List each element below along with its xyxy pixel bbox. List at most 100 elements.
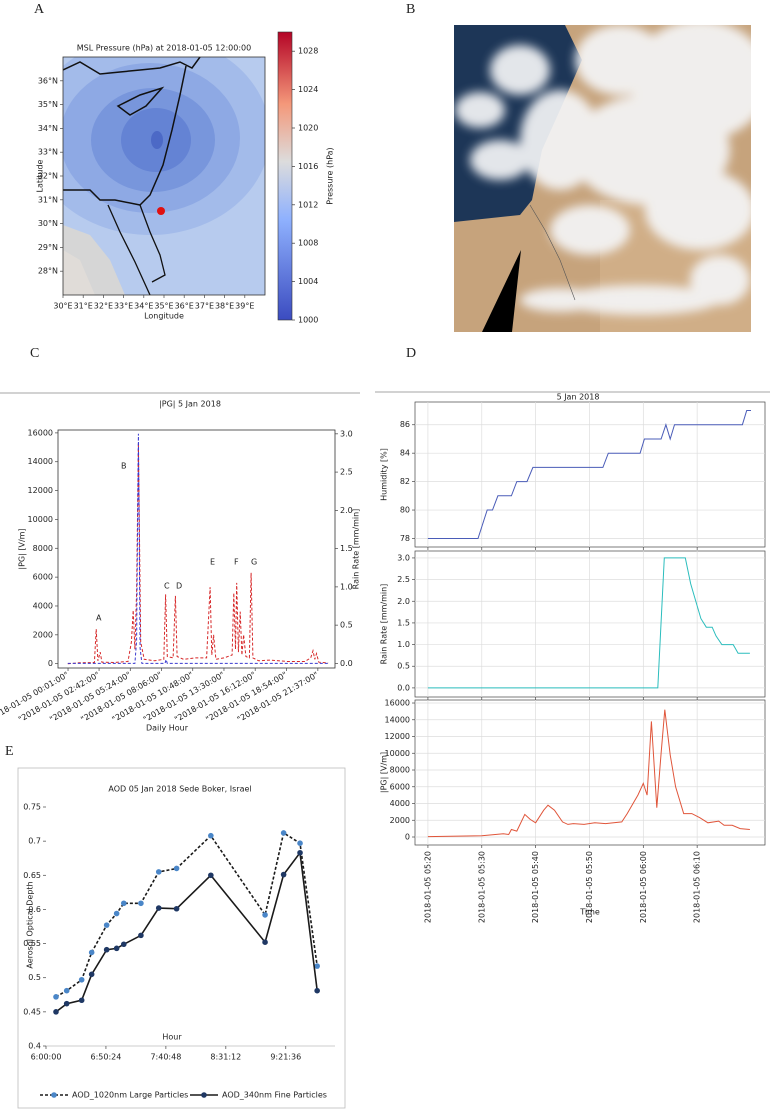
y-tick-label: 0.5: [340, 621, 353, 630]
y-tick-label: 2.0: [397, 597, 410, 606]
y-tick-label: 82: [400, 477, 410, 486]
series-line: [427, 410, 751, 539]
y-tick-label: 36°N: [38, 76, 58, 85]
chart-title: |PG| 5 Jan 2018: [159, 400, 221, 409]
y-tick-label: 0.7: [28, 837, 41, 846]
colorbar-tick-label: 1028: [298, 47, 318, 56]
y-tick-label: 0.45: [23, 1007, 41, 1016]
data-point: [155, 869, 162, 875]
y-tick-label: 14000: [385, 715, 410, 724]
y-tick-label: 6000: [390, 782, 410, 791]
x-tick-label: 35°E: [154, 302, 173, 311]
annotation: C: [164, 582, 170, 591]
y-tick-label: 2.0: [340, 506, 353, 515]
data-point: [138, 932, 144, 939]
data-point: [280, 830, 287, 836]
colorbar-tick-label: 1024: [298, 85, 318, 94]
x-tick-label: 2018-01-05 05:20: [423, 851, 432, 923]
y-tick-label: 12000: [385, 732, 410, 741]
plot-frame: [414, 550, 766, 698]
annotation: E: [210, 558, 215, 567]
x-tick-label: 33°E: [114, 302, 133, 311]
y-tick-label: 29°N: [38, 243, 58, 252]
y-tick-label: 6000: [33, 573, 53, 582]
y-tick-label: 28°N: [38, 267, 58, 276]
data-point: [78, 976, 85, 983]
x-axis-label: Longitude: [144, 312, 184, 321]
data-point: [155, 905, 162, 911]
y-axis-label: Latitude: [36, 159, 45, 192]
series-line: [427, 709, 750, 838]
x-tick-label: 2018-01-05 05:50: [585, 851, 594, 923]
y-tick-label: 4000: [390, 799, 410, 808]
series-line: [55, 850, 318, 1013]
y-tick-label: 0: [48, 659, 53, 668]
y-tick-label: 0.5: [28, 973, 41, 982]
y-tick-label: 0.0: [340, 659, 353, 668]
plot-frame: [57, 429, 336, 669]
annotation: A: [96, 614, 102, 623]
y-tick-label: 0.75: [23, 803, 41, 812]
colorbar-tick-label: 1012: [298, 200, 318, 209]
data-point: [63, 987, 70, 994]
legend-marker: [51, 1092, 57, 1098]
y-tick-label: 1.5: [340, 544, 353, 553]
data-point: [88, 971, 95, 978]
x-tick-label: 6:00:00: [31, 1053, 62, 1062]
y-axis-label: Rain Rate [mm/min]: [380, 584, 389, 665]
panel-label: B: [406, 2, 415, 17]
y2-axis-label: Rain Rate [mm/min]: [352, 509, 361, 590]
y-axis-label: |PG| [V/m]: [18, 528, 27, 569]
y-tick-label: 32°N: [38, 172, 58, 181]
y-tick-label: 0.55: [23, 939, 41, 948]
panel-label: E: [5, 744, 14, 759]
annotation: D: [176, 582, 182, 591]
x-axis-label: Hour: [162, 1033, 182, 1042]
x-tick-label: 37°E: [195, 302, 214, 311]
y-tick-label: 80: [400, 506, 410, 515]
y-tick-label: 0.65: [23, 871, 41, 880]
panel-label: D: [406, 346, 416, 361]
chart-border: [17, 767, 346, 1109]
y-tick-label: 34°N: [38, 124, 58, 133]
y-tick-label: 31°N: [38, 195, 58, 204]
x-tick-label: 31°E: [74, 302, 93, 311]
annotation: F: [234, 558, 239, 567]
plot-frame: [414, 401, 766, 548]
y-tick-label: 84: [400, 449, 410, 458]
x-tick-label: 7:40:48: [150, 1053, 181, 1062]
data-point: [88, 949, 95, 956]
x-tick-label: 38°E: [215, 302, 234, 311]
series-line: [67, 433, 329, 664]
colorbar-tick-label: 1016: [298, 162, 318, 171]
y-tick-label: 0.5: [397, 662, 410, 671]
y-tick-label: 78: [400, 534, 410, 543]
satellite-image: [454, 25, 751, 332]
data-point: [138, 900, 144, 907]
y-tick-label: 0.4: [28, 1042, 41, 1051]
y-tick-label: 2.5: [340, 468, 353, 477]
y-tick-label: 8000: [33, 544, 53, 553]
data-point: [120, 900, 127, 907]
data-point: [208, 872, 214, 879]
map-body: [63, 57, 265, 295]
data-point: [262, 939, 268, 946]
data-point: [297, 849, 303, 856]
panel-label: A: [34, 2, 45, 17]
data-point: [113, 910, 120, 917]
chart-title: MSL Pressure (hPa) at 2018-01-05 12:00:0…: [77, 44, 251, 53]
x-tick-label: 32°E: [94, 302, 113, 311]
y-tick-label: 3.0: [397, 553, 410, 562]
annotation: B: [121, 462, 127, 471]
y-tick-label: 35°N: [38, 100, 58, 109]
data-point: [173, 865, 180, 872]
y-tick-label: 0.6: [28, 905, 41, 914]
y-tick-label: 8000: [390, 766, 410, 775]
colorbar: [277, 31, 293, 321]
data-point: [103, 922, 110, 928]
y-tick-label: 0: [405, 833, 410, 842]
y-tick-label: 3.0: [340, 429, 353, 438]
y-tick-label: 1.0: [397, 640, 410, 649]
chart-title: AOD 05 Jan 2018 Sede Boker, Israel: [108, 785, 251, 794]
